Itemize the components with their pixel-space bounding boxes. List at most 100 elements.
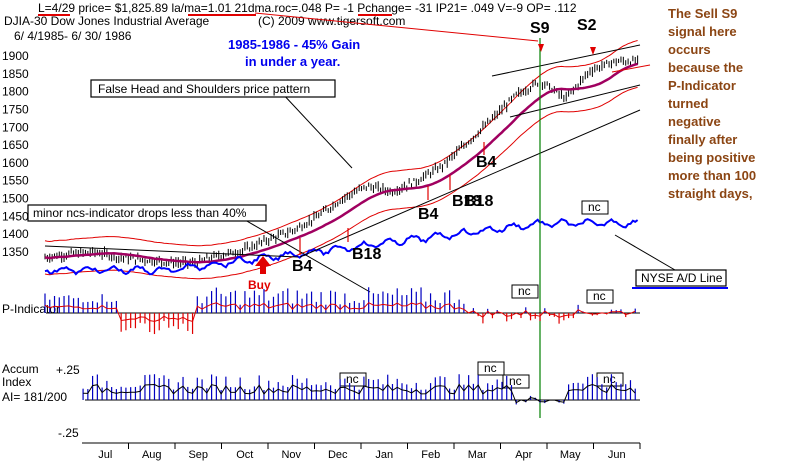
- buy-big-arrow-icon: [255, 256, 271, 274]
- sell-note-line: P-Indicator: [668, 78, 736, 93]
- y-tick-label: 1600: [2, 156, 29, 170]
- pind-label: P-Indicator: [2, 302, 60, 316]
- accum-top-tick: +.25: [56, 363, 80, 377]
- arrow-line-red: [611, 64, 651, 73]
- nc-box: [586, 289, 614, 304]
- trend-line: [44, 245, 299, 258]
- channel-line: [509, 84, 641, 118]
- nc-box: [581, 200, 609, 215]
- month-label: Aug: [142, 449, 162, 461]
- lower-band-line: [44, 86, 638, 280]
- month-label: Nov: [281, 449, 301, 461]
- nc-text: nc: [484, 361, 497, 375]
- y-tick-label: 1350: [2, 245, 29, 259]
- nc-box: [511, 284, 539, 299]
- accum-label: Accum: [2, 362, 39, 376]
- price-bands: [44, 40, 638, 280]
- minor-box-text: minor ncs-indicator drops less than 40%: [33, 206, 247, 220]
- y-tick-label: 1500: [2, 192, 29, 206]
- nc-text: nc: [509, 374, 522, 388]
- month-label: Jun: [608, 449, 626, 461]
- price-y-axis: 1350 1400 1450 1500 1550 1600 1650 1700 1750 1800…: [2, 49, 29, 259]
- header-line1: L=4/29 price= $1,825.89 la/ma=1.01 21dma…: [38, 1, 577, 15]
- pointer-line: [614, 234, 676, 271]
- month-label: Sep: [188, 449, 208, 461]
- hs-box-text: False Head and Shoulders price pattern: [98, 82, 310, 96]
- date-range: 6/ 4/1985- 6/ 30/ 1986: [14, 29, 132, 43]
- y-tick-label: 1900: [2, 49, 29, 63]
- signals: S9 S2 B4 B18 B4 B18 B18 B4 Buy: [248, 17, 597, 292]
- month-label: Apr: [515, 449, 532, 461]
- nc-box: [477, 361, 505, 376]
- accum-label: Index: [2, 375, 31, 389]
- signal-b4: B4: [292, 258, 313, 275]
- sell-note: The Sell S9 signal here occurs because t…: [668, 6, 756, 201]
- month-label: Feb: [421, 449, 440, 461]
- y-tick-label: 1700: [2, 120, 29, 134]
- sell-note-line: being positive: [668, 150, 755, 165]
- signal-s9: S9: [530, 20, 550, 37]
- buy-label: Buy: [248, 278, 271, 292]
- nc-text: nc: [593, 289, 606, 303]
- signal-s2: S2: [577, 17, 597, 34]
- accum-ma-line: [83, 383, 636, 404]
- p-indicator-bars: [44, 287, 636, 335]
- pointer-line: [244, 219, 371, 293]
- y-tick-label: 1450: [2, 209, 29, 223]
- sell-arrow-icon: [538, 44, 544, 52]
- month-label: Mar: [468, 449, 487, 461]
- nyse-label-text: NYSE A/D Line: [641, 271, 723, 285]
- moving-average: [44, 62, 638, 264]
- month-label: Jul: [98, 449, 112, 461]
- y-tick-label: 1800: [2, 85, 29, 99]
- y-tick-label: 1400: [2, 227, 29, 241]
- sell-note-line: signal here: [668, 24, 737, 39]
- signal-b18: B18: [352, 246, 381, 263]
- pointer-line: [280, 91, 353, 169]
- y-tick-label: 1650: [2, 138, 29, 152]
- month-axis: Jul Aug Sep Oct Nov Dec Jan Feb Mar Apr May Jun: [98, 443, 641, 461]
- sell-note-line: The Sell S9: [668, 6, 737, 21]
- nc-text: nc: [588, 200, 601, 214]
- month-label: May: [560, 449, 581, 461]
- nc-text: nc: [518, 284, 531, 298]
- sell-arrow-icon: [590, 47, 596, 55]
- signal-b4: B4: [476, 154, 497, 171]
- nc-box: [502, 374, 530, 389]
- accum-label: AI= 181/200: [2, 390, 67, 404]
- pind-ma-line: [44, 302, 636, 322]
- sell-note-line: occurs: [668, 42, 711, 57]
- minor-box: minor ncs-indicator drops less than 40%: [27, 204, 267, 222]
- trend-line: [299, 109, 641, 258]
- nyse-label-frame: [635, 269, 727, 287]
- sell-note-line: finally after: [668, 132, 737, 147]
- nyse-line: [44, 217, 639, 276]
- sell-note-line: more than 100: [668, 168, 756, 183]
- nc-labels: nc nc nc nc nc nc nc: [339, 200, 624, 389]
- nyse-ad-line: [44, 217, 639, 276]
- month-label: Jan: [375, 449, 393, 461]
- minor-box-frame: [27, 204, 267, 222]
- upper-band-line: [44, 40, 638, 247]
- y-tick-label: 1550: [2, 174, 29, 188]
- signal-b18: B18: [464, 193, 493, 210]
- gain-label-2: in under a year.: [245, 54, 340, 69]
- arrow-line-red: [254, 12, 539, 42]
- y-tick-label: 1850: [2, 67, 29, 81]
- trend-lines: [44, 12, 676, 293]
- accum-index-bars: [82, 374, 636, 405]
- sell-note-line: turned: [668, 96, 709, 111]
- sell-note-line: straight days,: [668, 186, 753, 201]
- y-tick-label: 1750: [2, 102, 29, 116]
- month-label: Dec: [328, 449, 348, 461]
- signal-b4: B4: [418, 206, 439, 223]
- gain-label-1: 1985-1986 - 45% Gain: [228, 37, 360, 52]
- nyse-label: NYSE A/D Line: [632, 269, 728, 289]
- channel-line: [491, 44, 641, 77]
- ma-line: [44, 62, 638, 264]
- month-label: Oct: [236, 449, 253, 461]
- nc-text: nc: [603, 372, 616, 386]
- nc-text: nc: [346, 372, 359, 386]
- index-name: DJIA-30 Dow Jones Industrial Average: [4, 14, 210, 28]
